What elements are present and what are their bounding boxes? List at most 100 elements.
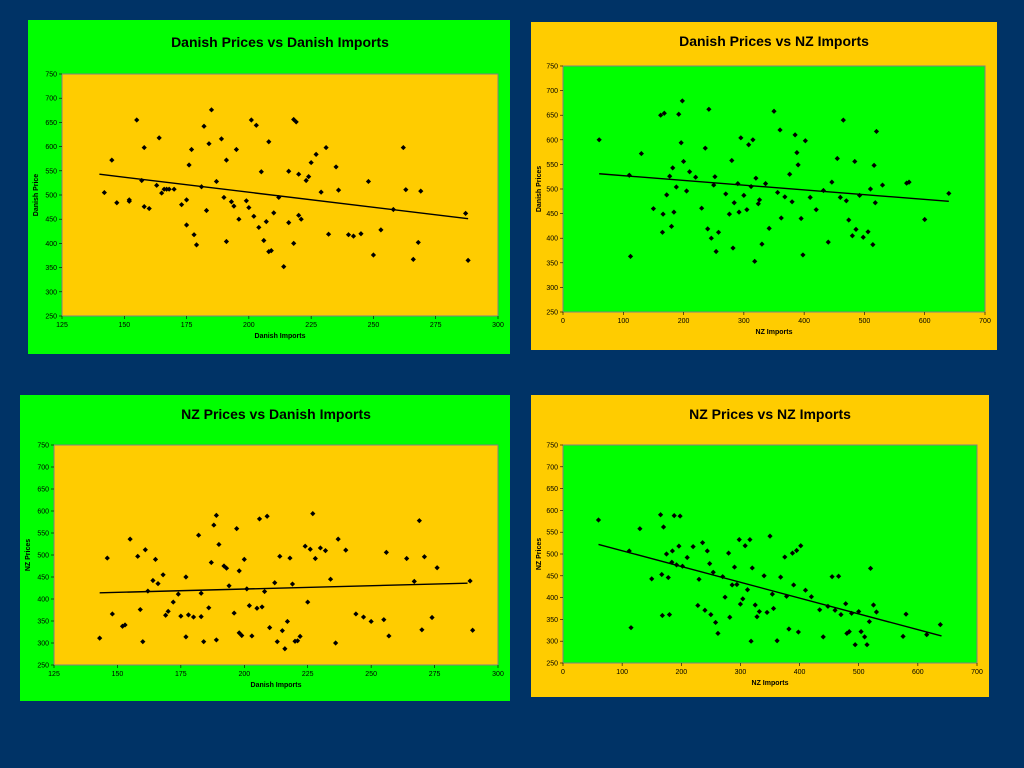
data-point [746,142,752,148]
data-point [747,537,753,543]
data-point [350,233,357,239]
data-point [191,232,197,238]
y-tick-label: 350 [546,260,558,267]
data-point [837,194,843,200]
data-point [862,634,868,640]
data-point [378,227,384,233]
data-point [261,237,267,244]
data-point [421,554,428,560]
data-point [109,157,115,163]
data-point [736,537,742,543]
x-tick-label: 100 [616,669,628,676]
trendline [598,543,942,637]
y-tick-label: 600 [45,144,57,151]
data-point [756,197,763,203]
data-point [248,117,254,123]
data-point [802,587,809,593]
data-point [783,593,790,599]
data-point [798,543,804,549]
data-point [134,117,140,123]
y-tick-label: 550 [546,530,558,537]
x-tick-label: 275 [430,322,442,329]
data-point [310,511,316,517]
data-point [208,107,215,113]
x-tick-label: 300 [492,671,504,678]
x-tick-label: 400 [798,318,810,325]
data-point [771,108,777,114]
data-point [101,189,107,196]
x-axis-label: NZ Imports [756,329,793,336]
data-point [137,606,143,613]
data-point [706,106,712,112]
chart-title: Danish Prices vs Danish Imports [171,34,389,50]
data-point [410,256,416,262]
data-point [165,608,171,614]
data-point [759,241,765,247]
data-point [286,168,292,174]
data-point [843,601,849,607]
data-point [702,145,708,151]
data-point [802,138,808,144]
data-point [188,146,195,153]
y-tick-label: 250 [546,310,558,317]
x-tick-label: 600 [919,318,931,325]
data-point [922,216,928,223]
data-point [665,574,671,581]
y-tick-label: 250 [37,663,49,670]
y-tick-label: 700 [37,465,49,472]
data-point [159,190,165,196]
data-point [156,135,162,141]
data-point [856,608,862,615]
y-tick-label: 500 [37,553,49,560]
data-point [141,204,147,210]
data-point [775,189,781,196]
data-point [852,642,858,648]
x-tick-label: 500 [859,318,871,325]
data-point [924,632,930,638]
data-point [323,144,329,151]
data-point [213,178,220,185]
data-point [463,210,469,216]
y-tick-label: 700 [45,96,57,103]
data-point [114,200,120,206]
data-point [770,605,777,612]
data-point [400,144,406,151]
x-tick-label: 225 [305,322,317,329]
data-point [223,565,230,571]
x-tick-label: 0 [561,669,565,676]
data-point [858,629,864,635]
data-point [695,602,701,609]
data-point [233,146,239,153]
data-point [333,640,339,646]
data-point [307,546,313,552]
data-point [731,200,737,206]
data-point [867,565,874,571]
data-point [201,123,207,129]
data-point [660,211,666,217]
data-point [820,187,827,194]
data-point [679,98,685,104]
data-point [668,223,675,229]
data-point [206,605,212,611]
data-point [154,182,160,188]
y-tick-label: 450 [546,211,558,218]
chart-title: NZ Prices vs NZ Imports [689,406,851,422]
data-point [846,629,852,635]
trendline [99,173,469,220]
data-point [829,179,835,185]
chart-panel-nz-prices-vs-nz-imports: NZ Prices vs NZ Imports 250 300 350 400 450 50… [531,395,989,697]
data-point [677,513,683,519]
y-tick-label: 650 [37,487,49,494]
y-tick-label: 500 [546,187,558,194]
y-tick-label: 500 [546,552,558,559]
data-point [216,541,222,548]
y-tick-label: 750 [45,72,57,79]
x-tick-label: 400 [794,669,806,676]
scatter-chart-danish-prices-vs-nz-imports: Danish Prices vs NZ Imports 250 300 350 400 4… [531,22,997,350]
data-point [223,238,230,245]
plot-area [562,65,986,313]
x-tick-label: 175 [175,671,187,678]
data-point [903,611,909,617]
data-point [946,190,952,197]
data-point [795,162,801,168]
